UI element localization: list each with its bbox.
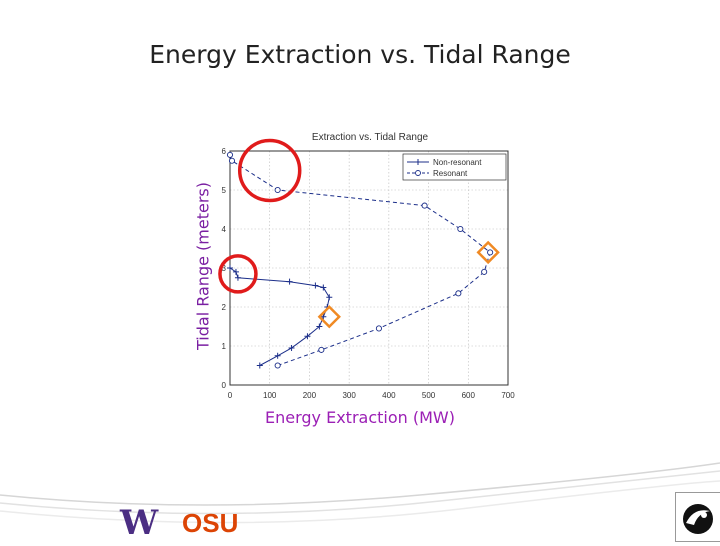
data-point — [304, 333, 311, 340]
data-point — [228, 157, 236, 164]
series-resonant — [226, 151, 494, 369]
data-point — [274, 362, 281, 369]
data-point — [288, 344, 295, 351]
data-point — [312, 282, 319, 289]
footer-wave — [0, 462, 720, 524]
tick-labels: 0 100 200 300 400 500 600 700 0 1 2 3 4 5 6 — [222, 147, 516, 400]
series-line — [229, 267, 330, 366]
y-tick-label: 1 — [222, 342, 227, 351]
data-point — [320, 284, 327, 291]
chart-title: Extraction vs. Tidal Range — [312, 132, 429, 143]
highlight-circle — [218, 254, 258, 294]
highlight-circle — [237, 138, 302, 203]
series-line — [229, 154, 491, 366]
y-tick-label: 4 — [222, 225, 227, 234]
x-tick-label: 600 — [462, 391, 476, 400]
chart: Extraction vs. Tidal Range 0 100 200 300 400… — [218, 132, 516, 400]
data-point — [481, 268, 488, 275]
data-point — [421, 202, 428, 209]
data-point — [232, 268, 239, 275]
y-tick-label: 0 — [222, 381, 227, 390]
y-tick-label: 5 — [222, 186, 227, 195]
highlights — [218, 138, 500, 329]
series-non-resonant — [227, 265, 333, 369]
legend-label: Resonant — [433, 169, 468, 178]
x-tick-label: 400 — [382, 391, 396, 400]
slide-title: Energy Extraction vs. Tidal Range — [149, 40, 571, 69]
highlight-diamond — [317, 305, 341, 329]
legend-marker — [415, 170, 421, 176]
data-point — [487, 249, 494, 256]
legend-marker — [415, 159, 421, 165]
data-point — [316, 323, 323, 330]
data-point — [227, 265, 233, 271]
data-point — [274, 186, 281, 194]
y-tick-label: 3 — [222, 264, 227, 273]
x-tick-label: 100 — [263, 391, 277, 400]
x-axis-label: Energy Extraction (MW) — [265, 408, 455, 427]
osu-logo: OSU — [182, 508, 239, 538]
uw-logo: W — [120, 503, 158, 543]
wave-logo — [675, 492, 720, 542]
data-point — [226, 151, 234, 158]
data-point — [326, 294, 333, 301]
highlight-diamond — [476, 240, 500, 265]
x-tick-label: 0 — [228, 391, 233, 400]
data-point — [375, 325, 382, 332]
series-layer — [226, 151, 494, 369]
y-tick-label: 6 — [222, 147, 227, 156]
x-tick-label: 500 — [422, 391, 436, 400]
y-tick-label: 2 — [222, 303, 227, 312]
legend-label: Non-resonant — [433, 158, 482, 167]
data-point — [320, 313, 327, 320]
data-point — [318, 346, 325, 353]
data-point — [256, 362, 263, 369]
x-tick-label: 700 — [501, 391, 515, 400]
data-point — [286, 278, 293, 285]
x-tick-label: 300 — [342, 391, 356, 400]
data-point — [234, 274, 241, 281]
data-point — [274, 352, 281, 359]
data-point — [457, 225, 464, 233]
legend-box — [402, 153, 507, 181]
data-point — [455, 290, 462, 297]
x-tick-label: 200 — [303, 391, 317, 400]
legend: Non-resonant Resonant — [402, 153, 507, 181]
